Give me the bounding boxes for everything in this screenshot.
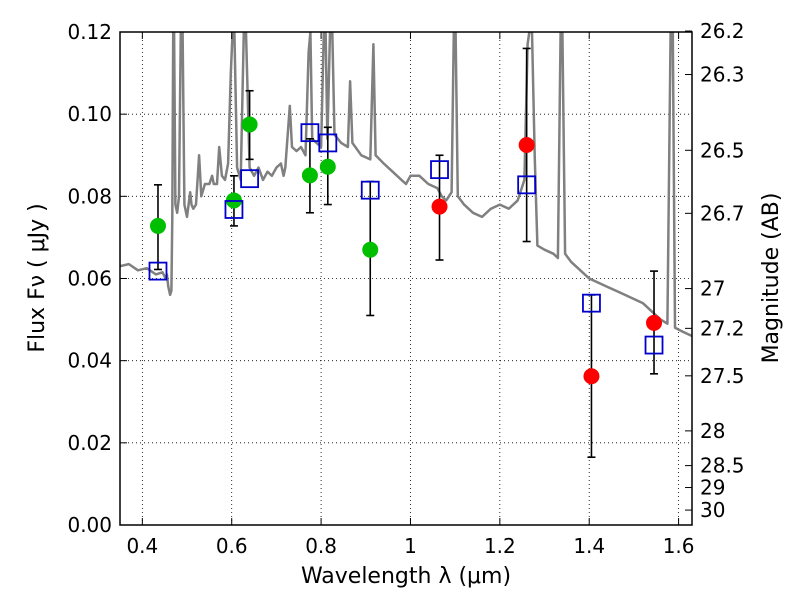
model-flux-square: [430, 160, 449, 180]
photometry-point: [149, 217, 166, 234]
y2-tick-label: 29: [700, 476, 725, 500]
y2-axis-label: Magnitude (AB): [759, 193, 784, 364]
photometry-point: [646, 314, 663, 331]
model-flux-square: [582, 293, 601, 313]
grid-layer: [120, 31, 692, 526]
photometry-point: [362, 241, 379, 258]
model-flux-square: [148, 261, 168, 281]
x-tick-label: 0.4: [126, 534, 158, 558]
model-flux-square: [300, 123, 320, 143]
photometry-point: [518, 136, 535, 153]
axis-layer: 0.4 0.6 0.8 1 1.2 1.4 1.6 0.00 0.02 0.04 0.06 0.08 0…: [67, 19, 744, 558]
photometry-point: [431, 198, 448, 215]
x-tick-label: 0.6: [216, 534, 248, 558]
model-flux-square: [224, 200, 244, 219]
y2-tick-label: 27: [700, 277, 725, 301]
model-spectrum-line: [120, 32, 692, 338]
x-tick-label: 1: [404, 534, 417, 558]
model-flux-square: [318, 133, 338, 153]
model-flux-square: [240, 169, 259, 189]
y2-tick-label: 28.5: [700, 454, 745, 478]
y-tick-label: 0.12: [67, 20, 112, 44]
y2-tick-label: 27.2: [700, 316, 745, 340]
x-tick-label: 0.8: [305, 534, 337, 558]
photometry-point: [241, 116, 258, 133]
y2-tick-label: 30: [700, 498, 725, 522]
photometry-point: [319, 158, 336, 175]
plot-layer: [120, 32, 692, 459]
y2-tick-label: 28: [700, 419, 725, 443]
y2-tick-label: 26.7: [700, 201, 745, 225]
x-tick-label: 1.4: [573, 534, 605, 558]
plot-frame: [119, 31, 693, 526]
y-axis-label: Flux Fν ( μJy ): [25, 203, 50, 352]
y-tick-label: 0.08: [67, 184, 112, 208]
y-tick-label: 0.02: [67, 431, 112, 455]
model-flux-square: [360, 180, 380, 200]
y-tick-label: 0.06: [67, 267, 112, 291]
y2-tick-label: 26.2: [700, 19, 745, 43]
photometry-point: [301, 167, 318, 184]
x-tick-label: 1.6: [663, 534, 695, 558]
y-tick-label: 0.10: [67, 102, 112, 126]
y-tick-label: 0.00: [67, 513, 112, 537]
y2-tick-label: 26.3: [700, 63, 745, 87]
y-tick-label: 0.04: [67, 349, 112, 373]
model-flux-square: [517, 175, 537, 195]
model-flux-square: [644, 335, 664, 355]
y2-tick-label: 27.5: [700, 364, 745, 388]
y2-tick-label: 26.5: [700, 138, 745, 162]
x-axis-label: Wavelength λ (μm): [301, 564, 511, 589]
x-tick-label: 1.2: [484, 534, 516, 558]
photometry-point: [583, 368, 600, 385]
